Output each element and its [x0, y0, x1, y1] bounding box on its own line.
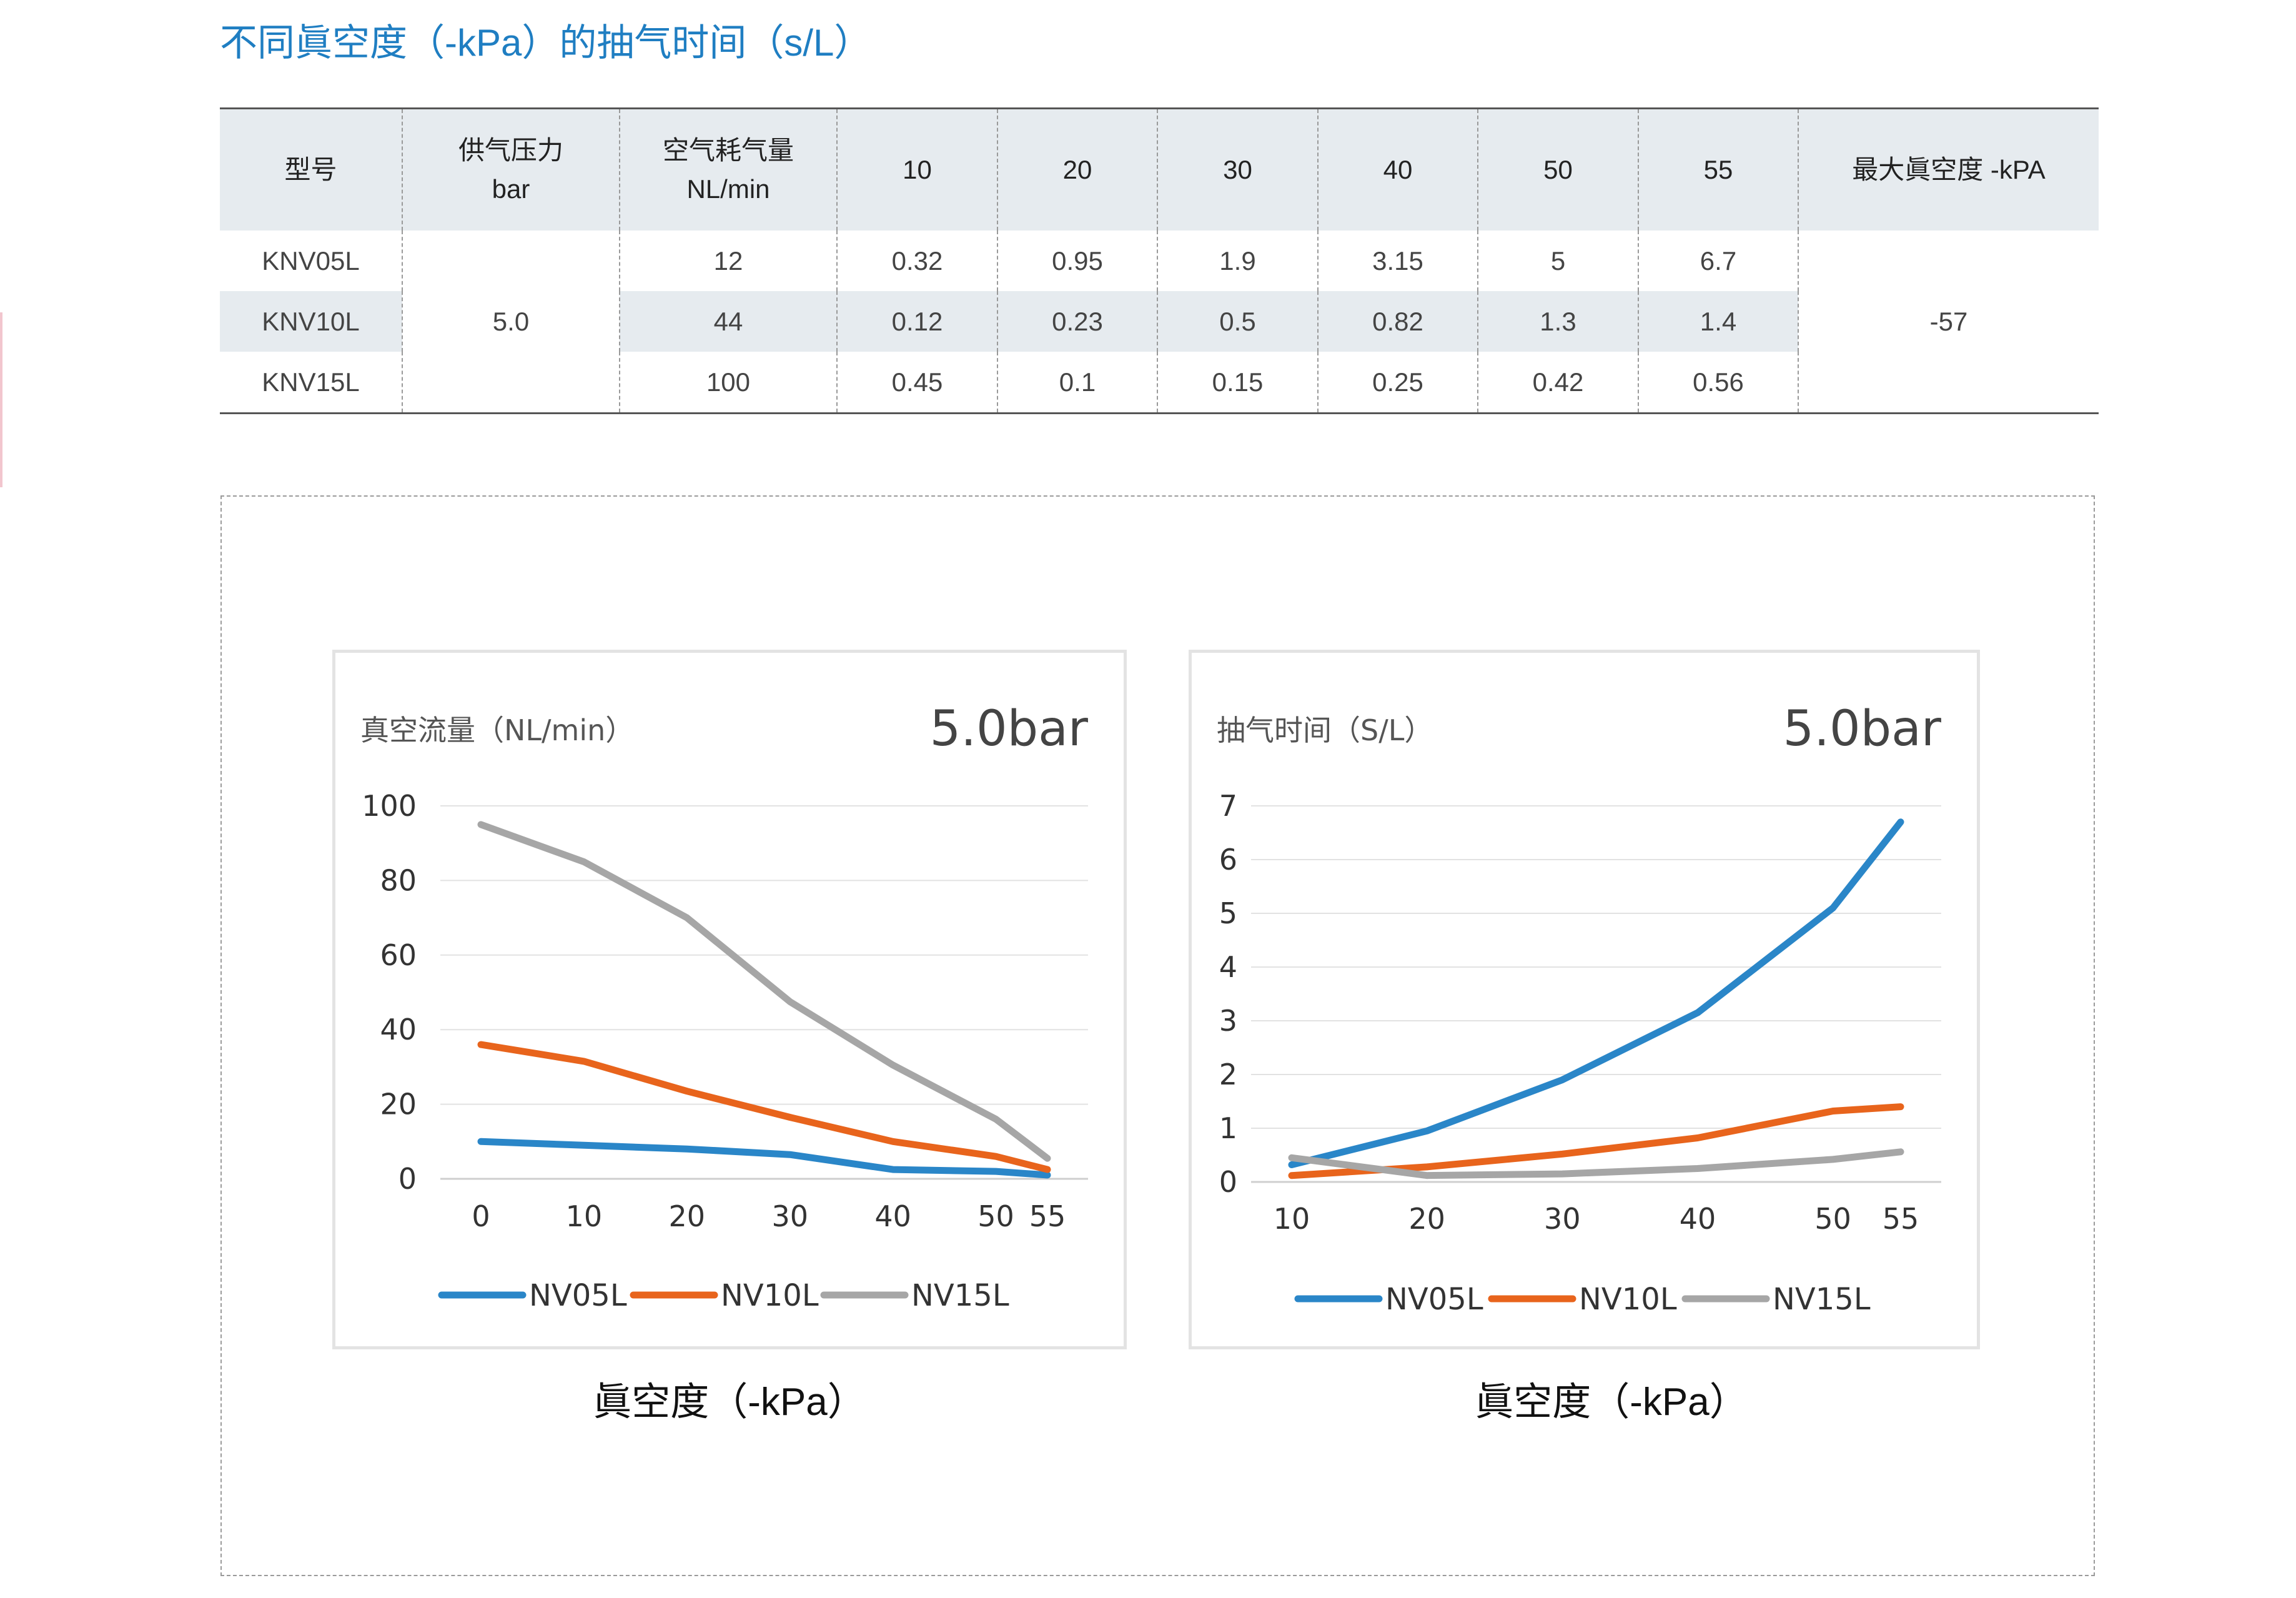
header-vacuum-50: 50	[1477, 108, 1638, 231]
cell-time-40: 0.25	[1317, 352, 1478, 414]
chart-area-frame	[220, 495, 2095, 1576]
table-header-row: 型号 供气压力 bar 空气耗气量 NL/min 10 20 30 40 50 55…	[220, 108, 2099, 231]
evacuation-time-chart-panel: 抽气时间（S/L） 5.0bar 0 1 2 3 4 5 6 7 10 20 30 40 50 55 NV05L…	[1189, 650, 1980, 1349]
cell-time-30: 0.5	[1157, 291, 1318, 352]
cell-model: KNV10L	[220, 291, 402, 352]
cell-time-20: 0.23	[997, 291, 1157, 352]
header-air-consumption: 空气耗气量 NL/min	[619, 108, 837, 231]
x-tick-label: 10	[566, 1199, 603, 1233]
x-tick-label: 0	[472, 1199, 490, 1233]
series-line-nv05l	[1288, 818, 1904, 1168]
time-chart-x-caption: 眞空度（-kPa）	[1475, 1381, 1748, 1424]
cell-time-20: 0.1	[997, 352, 1157, 414]
legend-label-nv05l: NV05L	[1385, 1282, 1483, 1317]
cell-time-40: 0.82	[1317, 291, 1478, 352]
cell-time-55: 0.56	[1638, 352, 1798, 414]
cell-time-30: 1.9	[1157, 231, 1318, 291]
cell-time-20: 0.95	[997, 231, 1157, 291]
x-tick-label: 50	[1814, 1202, 1851, 1236]
y-tick-label: 80	[380, 863, 417, 897]
series-line-nv05l	[477, 1138, 1051, 1179]
x-tick-label: 55	[1883, 1202, 1919, 1236]
cell-time-40: 3.15	[1317, 231, 1478, 291]
x-tick-label: 30	[771, 1199, 808, 1233]
evacuation-time-chart: 抽气时间（S/L） 5.0bar 0 1 2 3 4 5 6 7 10 20 30 40 50 55 NV05L…	[1217, 701, 1942, 1317]
header-vacuum-30: 30	[1157, 108, 1318, 231]
cell-time-50: 0.42	[1477, 352, 1638, 414]
header-vacuum-10: 10	[836, 108, 997, 231]
y-tick-label: 60	[380, 938, 417, 972]
time-chart-title: 抽气时间（S/L）	[1217, 713, 1433, 747]
flow-chart-x-caption: 眞空度（-kPa）	[593, 1381, 866, 1424]
table-row: KNV15L 100 0.45 0.1 0.15 0.25 0.42 0.56	[220, 352, 2099, 414]
cell-consumption: 12	[619, 231, 837, 291]
cell-time-10: 0.32	[836, 231, 997, 291]
legend-label-nv05l: NV05L	[529, 1278, 627, 1313]
cell-model: KNV05L	[262, 246, 360, 275]
y-tick-label: 4	[1219, 950, 1237, 984]
cell-time-10: 0.12	[836, 291, 997, 352]
flow-chart-title: 真空流量（NL/min）	[360, 713, 634, 747]
time-chart-badge: 5.0bar	[1783, 701, 1942, 757]
x-tick-label: 10	[1274, 1202, 1310, 1236]
cell-time-30: 0.15	[1157, 352, 1318, 414]
spec-table: 型号 供气压力 bar 空气耗气量 NL/min 10 20 30 40 50 55…	[220, 107, 2099, 414]
y-tick-label: 100	[362, 789, 417, 823]
cell-time-55: 6.7	[1638, 231, 1798, 291]
x-tick-label: 50	[977, 1199, 1014, 1233]
cell-model: KNV15L	[262, 367, 360, 397]
y-tick-label: 0	[398, 1162, 417, 1196]
table-row: KNV05L 5.0 12 0.32 0.95 1.9 3.15 5 6.7 -…	[220, 231, 2099, 414]
header-supply-pressure: 供气压力 bar	[402, 108, 620, 231]
page-title: 不同眞空度（-kPa）的抽气时间（s/L）	[220, 22, 872, 64]
cell-consumption: 100	[619, 352, 837, 414]
x-tick-label: 30	[1544, 1202, 1581, 1236]
series-line-nv10l	[1288, 1103, 1904, 1179]
y-tick-label: 40	[380, 1013, 417, 1046]
table-row: KNV10L 44 0.12 0.23 0.5 0.82 1.3 1.4	[220, 291, 2099, 352]
x-tick-label: 40	[1680, 1202, 1716, 1236]
flow-chart: 真空流量（NL/min） 5.0bar 0 20 40 60 80 100 0 10 20 30 40 5…	[360, 701, 1089, 1313]
header-max-vacuum: 最大眞空度 -kPA	[1798, 108, 2099, 231]
y-tick-label: 6	[1219, 843, 1237, 876]
legend-label-nv15l: NV15L	[911, 1278, 1009, 1313]
y-tick-label: 1	[1219, 1111, 1237, 1145]
x-tick-label: 55	[1029, 1199, 1066, 1233]
cell-time-50: 1.3	[1477, 291, 1638, 352]
x-tick-label: 20	[1408, 1202, 1445, 1236]
y-tick-label: 20	[380, 1088, 417, 1121]
cell-time-50: 5	[1477, 231, 1638, 291]
side-accent-mark	[0, 312, 2, 487]
series-line-nv10l	[477, 1041, 1051, 1173]
header-vacuum-40: 40	[1317, 108, 1478, 231]
series-line-nv15l	[477, 821, 1051, 1162]
header-vacuum-20: 20	[997, 108, 1157, 231]
y-tick-label: 3	[1219, 1004, 1237, 1038]
cell-max-vacuum: -57	[1798, 231, 2099, 414]
y-tick-label: 2	[1219, 1058, 1237, 1091]
x-tick-label: 20	[669, 1199, 706, 1233]
legend-label-nv10l: NV10L	[721, 1278, 819, 1313]
flow-chart-badge: 5.0bar	[930, 701, 1089, 757]
flow-chart-panel: 真空流量（NL/min） 5.0bar 0 20 40 60 80 100 0 10 20 30 40 5…	[332, 650, 1127, 1349]
y-tick-label: 7	[1219, 789, 1237, 823]
series-line-nv15l	[1288, 1148, 1904, 1179]
y-tick-label: 0	[1219, 1165, 1237, 1199]
legend-label-nv15l: NV15L	[1773, 1282, 1871, 1317]
cell-time-55: 1.4	[1638, 291, 1798, 352]
cell-consumption: 44	[619, 291, 837, 352]
header-model: 型号	[220, 108, 402, 231]
y-tick-label: 5	[1219, 896, 1237, 930]
cell-supply-pressure: 5.0	[402, 231, 620, 414]
header-vacuum-55: 55	[1638, 108, 1798, 231]
x-tick-label: 40	[874, 1199, 911, 1233]
legend-label-nv10l: NV10L	[1579, 1282, 1677, 1317]
cell-time-10: 0.45	[836, 352, 997, 414]
